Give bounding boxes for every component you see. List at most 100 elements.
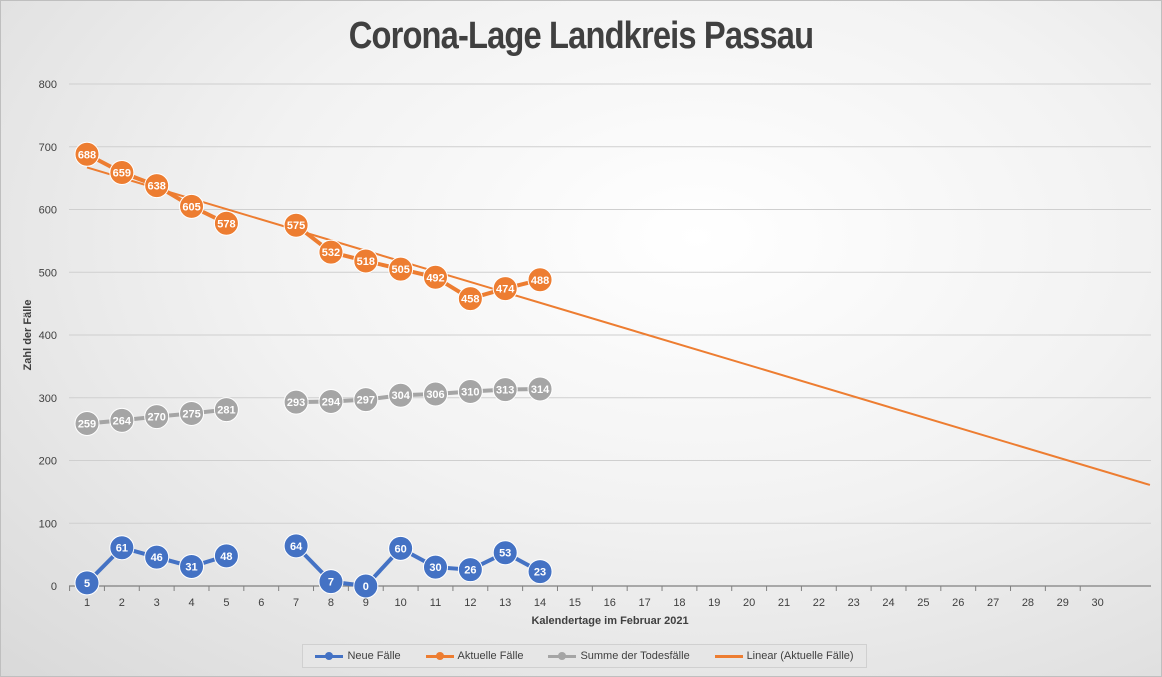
chart-title: Corona-Lage Landkreis Passau xyxy=(348,15,814,57)
legend-label: Summe der Todesfälle xyxy=(580,650,690,662)
data-label-summe-der-todesf-lle: 259 xyxy=(78,418,96,430)
data-point-aktuelle-f-lle xyxy=(179,193,205,219)
data-point-neue-f-lle xyxy=(527,559,553,585)
x-tick-label: 4 xyxy=(188,597,194,609)
data-label-summe-der-todesf-lle: 310 xyxy=(461,386,479,398)
data-point-neue-f-lle xyxy=(388,535,414,561)
data-label-summe-der-todesf-lle: 281 xyxy=(217,405,235,417)
data-point-neue-f-lle xyxy=(179,554,205,580)
data-point-aktuelle-f-lle xyxy=(109,159,135,185)
x-tick-label: 23 xyxy=(848,597,860,609)
x-tick-label: 13 xyxy=(499,597,511,609)
data-label-neue-f-lle: 0 xyxy=(363,581,369,593)
x-tick-label: 19 xyxy=(708,597,720,609)
data-point-aktuelle-f-lle xyxy=(213,210,239,236)
y-axis-title: Zahl der Fälle xyxy=(22,300,34,371)
y-tick-label: 0 xyxy=(51,581,57,593)
x-tick-label: 27 xyxy=(987,597,999,609)
data-point-summe-der-todesf-lle xyxy=(109,407,135,433)
data-point-summe-der-todesf-lle xyxy=(213,397,239,423)
data-point-summe-der-todesf-lle xyxy=(144,404,170,430)
data-point-summe-der-todesf-lle xyxy=(457,378,483,404)
data-label-aktuelle-f-lle: 492 xyxy=(426,272,444,284)
x-tick-label: 29 xyxy=(1057,597,1069,609)
x-tick-label: 8 xyxy=(328,597,334,609)
data-label-summe-der-todesf-lle: 275 xyxy=(182,408,200,420)
legend: Neue Fälle Aktuelle Fälle Summe der Todesf… xyxy=(302,644,867,668)
data-label-aktuelle-f-lle: 488 xyxy=(531,275,549,287)
x-tick-label: 16 xyxy=(604,597,616,609)
x-tick-label: 6 xyxy=(258,597,264,609)
y-tick-label: 300 xyxy=(39,393,57,405)
x-tick-label: 28 xyxy=(1022,597,1034,609)
data-point-aktuelle-f-lle xyxy=(527,267,553,293)
x-axis-title: Kalendertage im Februar 2021 xyxy=(531,615,688,627)
x-tick-label: 7 xyxy=(293,597,299,609)
y-tick-label: 400 xyxy=(39,330,57,342)
data-label-aktuelle-f-lle: 659 xyxy=(113,167,131,179)
data-point-neue-f-lle xyxy=(318,569,344,595)
data-point-summe-der-todesf-lle xyxy=(527,376,553,402)
data-point-aktuelle-f-lle xyxy=(318,239,344,265)
legend-item-aktuelle-f-lle: Aktuelle Fälle xyxy=(425,650,524,662)
data-label-summe-der-todesf-lle: 293 xyxy=(287,397,305,409)
data-point-aktuelle-f-lle xyxy=(353,248,379,274)
y-tick-label: 700 xyxy=(39,142,57,154)
data-point-neue-f-lle xyxy=(423,554,448,580)
x-tick-label: 11 xyxy=(430,597,441,609)
data-point-aktuelle-f-lle xyxy=(74,141,100,167)
data-point-aktuelle-f-lle xyxy=(283,212,309,238)
data-label-aktuelle-f-lle: 518 xyxy=(357,256,375,268)
data-point-neue-f-lle xyxy=(144,544,170,570)
data-label-summe-der-todesf-lle: 313 xyxy=(496,385,514,397)
data-label-summe-der-todesf-lle: 297 xyxy=(357,395,375,407)
data-label-aktuelle-f-lle: 532 xyxy=(322,247,340,259)
data-label-aktuelle-f-lle: 458 xyxy=(461,294,479,306)
data-label-neue-f-lle: 23 xyxy=(534,567,546,579)
x-tick-label: 10 xyxy=(395,597,407,609)
x-tick-label: 5 xyxy=(223,597,229,609)
y-tick-label: 500 xyxy=(39,267,57,279)
data-point-neue-f-lle xyxy=(457,557,483,583)
data-point-summe-der-todesf-lle xyxy=(492,377,518,403)
data-label-neue-f-lle: 7 xyxy=(328,577,334,589)
data-point-aktuelle-f-lle xyxy=(423,264,448,290)
data-point-summe-der-todesf-lle xyxy=(318,389,344,415)
x-tick-label: 12 xyxy=(464,597,476,609)
legend-label: Neue Fälle xyxy=(347,650,401,662)
legend-item-linear-aktuelle-f-lle-: Linear (Aktuelle Fälle) xyxy=(714,650,854,662)
data-point-aktuelle-f-lle xyxy=(388,256,414,282)
data-point-neue-f-lle xyxy=(492,540,518,566)
data-label-aktuelle-f-lle: 474 xyxy=(496,284,515,296)
data-label-summe-der-todesf-lle: 294 xyxy=(322,397,341,409)
x-tick-label: 1 xyxy=(84,597,90,609)
x-tick-label: 17 xyxy=(638,597,650,609)
data-label-aktuelle-f-lle: 578 xyxy=(217,218,235,230)
data-point-aktuelle-f-lle xyxy=(457,286,483,312)
legend-item-summe-der-todesf-lle: Summe der Todesfälle xyxy=(548,650,690,662)
data-point-summe-der-todesf-lle xyxy=(388,382,414,408)
x-tick-label: 2 xyxy=(119,597,125,609)
data-point-aktuelle-f-lle xyxy=(144,173,170,199)
legend-swatch xyxy=(315,651,344,660)
y-tick-label: 800 xyxy=(39,79,57,91)
data-label-neue-f-lle: 31 xyxy=(185,562,197,574)
data-label-neue-f-lle: 61 xyxy=(116,543,128,555)
data-label-summe-der-todesf-lle: 314 xyxy=(531,384,550,396)
data-label-neue-f-lle: 60 xyxy=(395,543,407,555)
data-label-summe-der-todesf-lle: 264 xyxy=(113,415,132,427)
x-tick-label: 18 xyxy=(673,597,685,609)
data-point-neue-f-lle xyxy=(74,570,100,596)
legend-swatch xyxy=(548,651,577,660)
data-label-aktuelle-f-lle: 688 xyxy=(78,149,96,161)
x-tick-label: 15 xyxy=(569,597,581,609)
x-tick-label: 3 xyxy=(154,597,160,609)
data-label-neue-f-lle: 30 xyxy=(429,562,441,574)
data-label-neue-f-lle: 5 xyxy=(84,578,90,590)
data-label-aktuelle-f-lle: 505 xyxy=(391,264,409,276)
data-point-neue-f-lle xyxy=(353,573,379,599)
data-point-summe-der-todesf-lle xyxy=(353,387,379,413)
legend-item-neue-f-lle: Neue Fälle xyxy=(315,650,401,662)
